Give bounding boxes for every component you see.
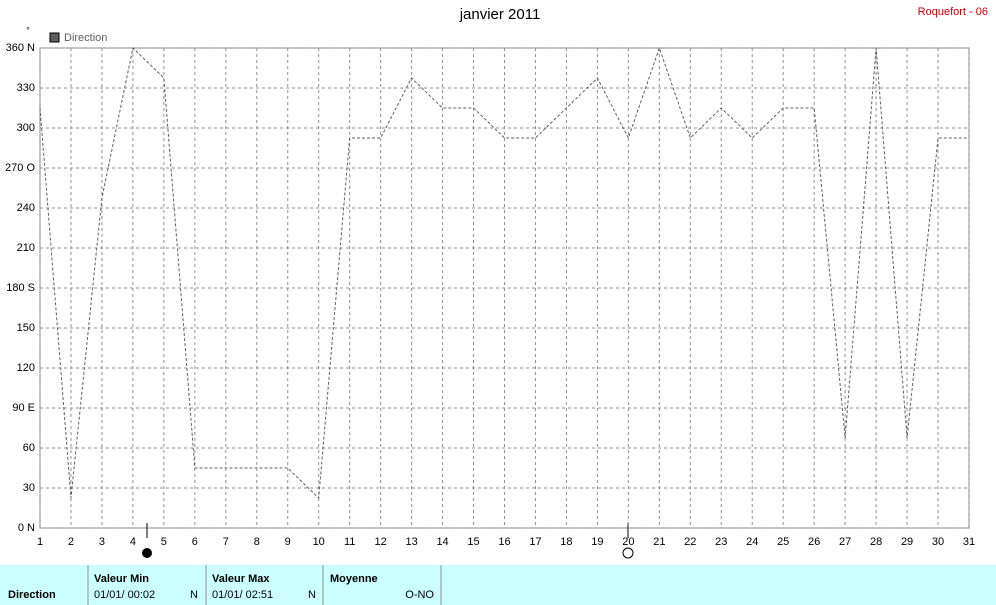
x-tick-label: 1 <box>37 536 43 548</box>
summary-value: O-NO <box>405 589 434 601</box>
x-tick-label: 22 <box>684 536 696 548</box>
station-label: Roquefort - 06 <box>918 6 988 18</box>
x-tick-label: 3 <box>99 536 105 548</box>
y-unit: ° <box>26 25 30 35</box>
data-line <box>39 46 969 500</box>
x-tick-label: 20 <box>622 536 634 548</box>
x-tick-label: 19 <box>591 536 603 548</box>
x-tick-label: 6 <box>192 536 198 548</box>
summary-value: N <box>190 589 198 601</box>
x-tick-label: 28 <box>870 536 882 548</box>
x-tick-label: 16 <box>498 536 510 548</box>
y-tick-label: 300 <box>17 122 35 134</box>
x-tick-label: 26 <box>808 536 820 548</box>
legend-swatch <box>49 32 60 43</box>
x-tick-label: 10 <box>313 536 325 548</box>
y-tick-label: 240 <box>17 202 35 214</box>
y-tick-label: 180 S <box>6 282 35 294</box>
y-tick-label: 150 <box>17 322 35 334</box>
chart-title: janvier 2011 <box>459 6 541 23</box>
x-tick-label: 13 <box>405 536 417 548</box>
x-tick-label: 25 <box>777 536 789 548</box>
y-tick-label: 360 N <box>6 42 35 54</box>
x-tick-label: 15 <box>467 536 479 548</box>
summary-panel <box>0 565 996 605</box>
x-tick-label: 27 <box>839 536 851 548</box>
x-tick-label: 21 <box>653 536 665 548</box>
summary-title: Valeur Min <box>94 573 149 585</box>
y-tick-label: 60 <box>23 442 35 454</box>
summary-title: Valeur Max <box>212 573 270 585</box>
x-tick-label: 9 <box>285 536 291 548</box>
x-tick-label: 30 <box>932 536 944 548</box>
x-tick-label: 31 <box>963 536 975 548</box>
summary-value: N <box>308 589 316 601</box>
y-tick-label: 120 <box>17 362 35 374</box>
summary-title: Moyenne <box>330 573 378 585</box>
y-tick-label: 0 N <box>18 522 35 534</box>
x-tick-label: 8 <box>254 536 260 548</box>
full-moon-icon <box>622 547 634 559</box>
x-tick-label: 24 <box>746 536 758 548</box>
summary-row-label: Direction <box>8 589 56 601</box>
y-tick-label: 210 <box>17 242 35 254</box>
x-tick-label: 17 <box>529 536 541 548</box>
x-tick-label: 29 <box>901 536 913 548</box>
x-tick-label: 7 <box>223 536 229 548</box>
new-moon-icon <box>142 548 152 558</box>
summary-date: 01/01/ 02:51 <box>212 589 273 601</box>
y-tick-label: 30 <box>23 482 35 494</box>
x-tick-label: 11 <box>344 536 355 548</box>
x-tick-label: 5 <box>161 536 167 548</box>
x-tick-label: 23 <box>715 536 727 548</box>
y-tick-label: 90 E <box>12 402 35 414</box>
x-tick-label: 18 <box>560 536 572 548</box>
y-tick-label: 270 O <box>5 162 35 174</box>
summary-date: 01/01/ 00:02 <box>94 589 155 601</box>
x-tick-label: 4 <box>130 536 136 548</box>
x-tick-label: 14 <box>436 536 448 548</box>
x-tick-label: 2 <box>68 536 74 548</box>
legend-label: Direction <box>64 32 107 44</box>
y-tick-label: 330 <box>17 82 35 94</box>
x-tick-label: 12 <box>375 536 387 548</box>
